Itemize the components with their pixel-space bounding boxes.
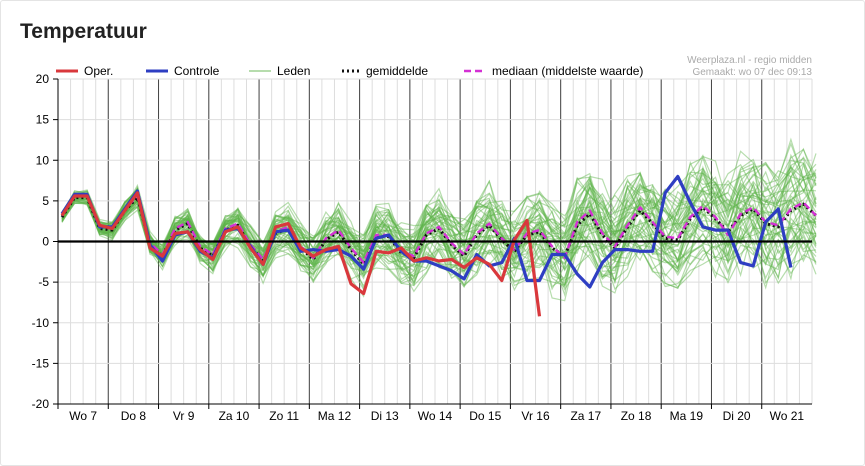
x-tick-label: Za 17 <box>570 409 601 423</box>
series-line-mediaan <box>60 194 817 264</box>
x-tick-label: Do 8 <box>121 409 147 423</box>
x-tick-label: Zo 11 <box>269 409 299 423</box>
legend-label: gemiddelde <box>366 64 428 78</box>
x-tick-label: Ma 19 <box>670 409 704 423</box>
leden-member-line <box>61 182 817 260</box>
leden-member-line <box>61 194 817 274</box>
x-tick-label: Zo 18 <box>621 409 652 423</box>
y-tick-label: -20 <box>32 397 50 411</box>
leden-member-line <box>61 179 817 270</box>
leden-member-line <box>61 176 817 271</box>
leden-member-line <box>61 164 817 263</box>
legend: Oper. Controle Leden gemiddelde mediaan (mid… <box>56 64 643 78</box>
x-tick-label: Di 13 <box>371 409 399 423</box>
y-tick-label: -5 <box>38 275 49 289</box>
leden-member-line <box>61 201 817 286</box>
x-tick-label: Wo 7 <box>69 409 97 423</box>
leden-member-line <box>61 198 817 291</box>
legend-label: Oper. <box>84 64 113 78</box>
leden-member-line <box>61 177 817 262</box>
y-tick-label: 20 <box>36 72 50 86</box>
leden-member-line <box>61 156 817 253</box>
leden-member-line <box>61 200 817 292</box>
leden-member-line <box>61 202 817 290</box>
x-tick-label: Di 20 <box>723 409 751 423</box>
page-title: Temperatuur <box>20 20 147 43</box>
leden-member-line <box>61 197 817 280</box>
y-tick-label: -10 <box>32 316 50 330</box>
leden-member-line <box>61 137 817 255</box>
leden-member-line <box>61 164 817 264</box>
legend-label: Controle <box>174 64 220 78</box>
x-tick-label: Vr 9 <box>173 409 195 423</box>
leden-member-line <box>61 148 817 259</box>
leden-member-line <box>61 176 817 272</box>
leden-member-line <box>61 186 817 261</box>
leden-member-line <box>61 185 817 272</box>
y-tick-label: -15 <box>32 356 50 370</box>
series-line-oper <box>60 191 542 317</box>
leden-member-line <box>61 196 817 276</box>
y-tick-label: 0 <box>42 235 49 249</box>
leden-member-line <box>61 200 817 278</box>
leden-member-line <box>61 162 817 271</box>
leden-member-line <box>61 147 817 253</box>
x-tick-label: Wo 21 <box>770 409 805 423</box>
leden-member-line <box>61 163 817 260</box>
credit-line-2: Gemaakt: wo 07 dec 09:13 <box>692 67 812 78</box>
x-tick-label: Ma 12 <box>318 409 352 423</box>
legend-label: Leden <box>277 64 310 78</box>
series-group <box>60 174 818 317</box>
leden-member-line <box>61 169 817 266</box>
leden-member-line <box>61 199 817 298</box>
x-tick-label: Wo 14 <box>418 409 453 423</box>
x-tick-label: Za 10 <box>219 409 250 423</box>
legend-label: mediaan (middelste waarde) <box>492 64 643 78</box>
axes: 20 15 10 5 0 -5 -10 -15 -20 Wo 7 Do 8 Vr 9 Za 10 Zo 1… <box>32 72 812 423</box>
y-tick-label: 15 <box>36 113 50 127</box>
y-tick-label: 5 <box>42 194 49 208</box>
x-tick-label: Vr 16 <box>521 409 550 423</box>
x-tick-label: Do 15 <box>469 409 501 423</box>
credit-line-1: Weerplaza.nl - regio midden <box>687 55 812 66</box>
y-tick-label: 10 <box>36 153 50 167</box>
leden-member-line <box>61 158 817 253</box>
